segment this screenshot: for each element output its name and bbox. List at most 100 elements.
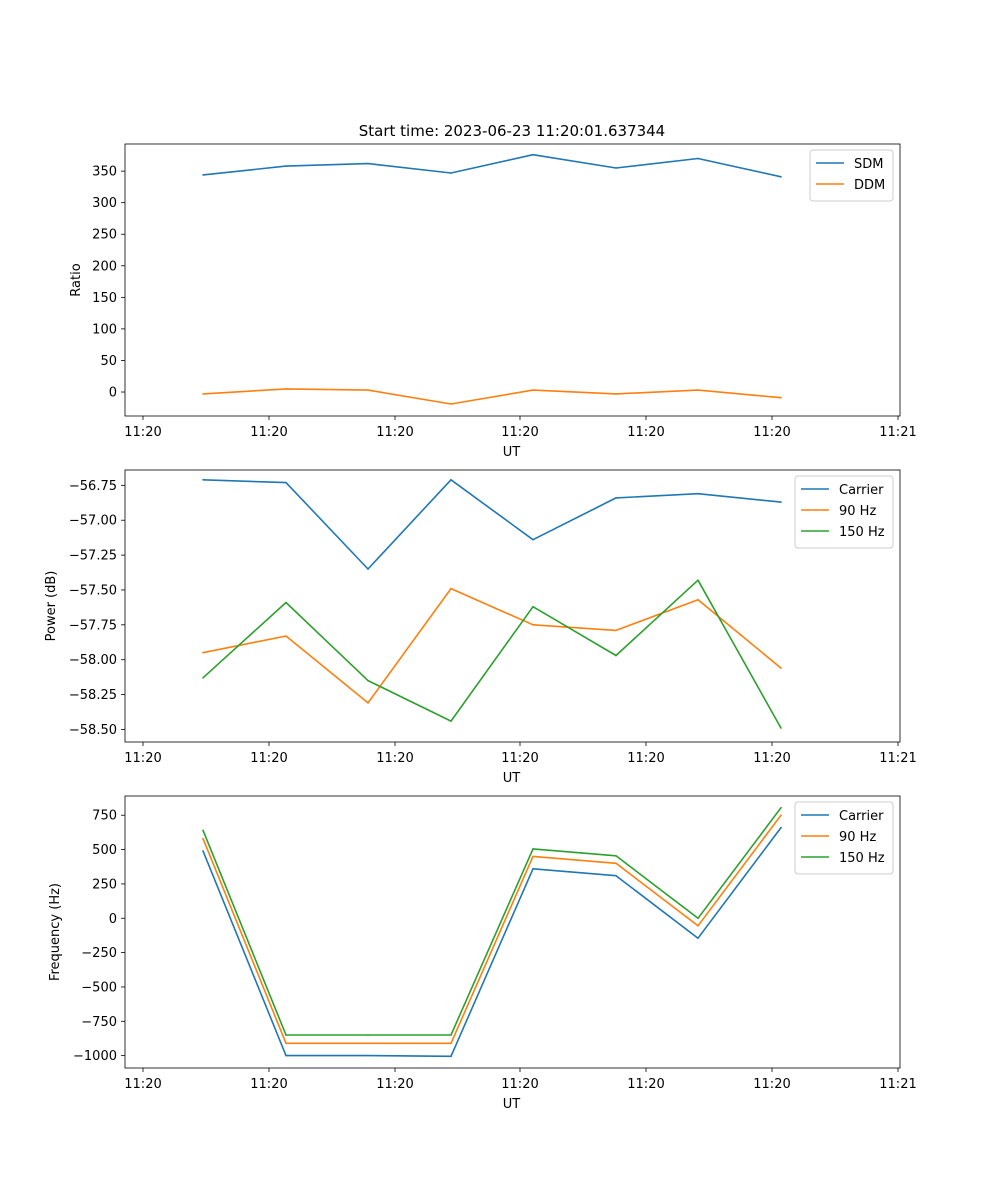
y-axis-label: Power (dB) xyxy=(44,571,59,642)
legend-label: 150 Hz xyxy=(839,525,885,540)
x-tick-label: 11:20 xyxy=(627,1077,664,1092)
series-line-carrier xyxy=(202,478,782,570)
x-tick-label: 11:20 xyxy=(124,425,161,440)
data-point xyxy=(780,396,782,399)
data-point xyxy=(697,917,699,920)
data-point xyxy=(450,172,452,174)
y-tick-label: 200 xyxy=(92,259,117,274)
data-point xyxy=(780,667,782,669)
y-tick-label: 100 xyxy=(92,322,117,337)
y-tick-label: −58.50 xyxy=(69,723,117,738)
data-point xyxy=(202,478,204,481)
data-point xyxy=(202,174,204,176)
series-line-150-hz xyxy=(202,807,782,1036)
x-tick-label: 11:20 xyxy=(250,751,287,766)
x-tick-label: 11:20 xyxy=(753,425,790,440)
y-tick-label: 350 xyxy=(92,165,117,180)
data-point xyxy=(780,727,782,729)
x-tick-label: 11:20 xyxy=(501,425,538,440)
x-axis-label: UT xyxy=(503,1097,521,1112)
data-point xyxy=(615,654,617,657)
y-tick-label: −57.25 xyxy=(69,549,117,564)
y-tick-label: −58.25 xyxy=(69,688,117,703)
data-point xyxy=(615,393,617,395)
y-tick-label: −57.75 xyxy=(69,618,117,633)
series-line-sdm xyxy=(202,153,782,178)
data-point xyxy=(532,624,534,626)
data-point xyxy=(202,393,204,395)
data-point xyxy=(367,1054,369,1057)
data-point xyxy=(697,157,699,160)
y-tick-label: 50 xyxy=(100,354,117,369)
data-point xyxy=(697,925,699,927)
data-point xyxy=(367,679,369,682)
data-point xyxy=(697,937,699,939)
data-point xyxy=(367,1042,369,1045)
y-tick-label: 300 xyxy=(92,196,117,211)
legend-label: 150 Hz xyxy=(839,851,885,866)
data-point xyxy=(285,601,287,604)
data-point xyxy=(615,862,617,865)
data-point xyxy=(615,167,617,169)
data-point xyxy=(450,1055,452,1058)
data-point xyxy=(202,829,204,832)
y-tick-label: 500 xyxy=(92,843,117,858)
data-point xyxy=(202,850,204,852)
legend: Carrier 90 Hz 150 Hz xyxy=(794,475,894,549)
figure-title: Start time: 2023-06-23 11:20:01.637344 xyxy=(359,122,665,140)
data-point xyxy=(450,720,452,722)
x-tick-label: 11:21 xyxy=(879,425,916,440)
x-tick-label: 11:21 xyxy=(879,751,916,766)
y-tick-label: −250 xyxy=(81,946,117,961)
x-tick-label: 11:20 xyxy=(376,1077,413,1092)
data-point xyxy=(285,1054,287,1057)
legend-label: 90 Hz xyxy=(839,504,876,519)
y-tick-label: 0 xyxy=(109,386,117,401)
panels: 11:20 11:20 11:20 11:20 11:20 11:20 11:21 0 50 10… xyxy=(44,143,917,1112)
data-point xyxy=(780,826,782,829)
data-point xyxy=(780,176,782,178)
data-point xyxy=(532,855,534,858)
legend-label: Carrier xyxy=(839,483,884,498)
y-tick-label: −56.75 xyxy=(69,479,117,494)
x-tick-label: 11:21 xyxy=(879,1077,916,1092)
x-tick-label: 11:20 xyxy=(250,1077,287,1092)
x-tick-label: 11:20 xyxy=(376,425,413,440)
y-tick-label: 150 xyxy=(92,291,117,306)
chart-panel-1: 11:20 11:20 11:20 11:20 11:20 11:20 11:21 0 50 10… xyxy=(69,143,917,460)
data-point xyxy=(697,579,699,581)
data-point xyxy=(697,492,699,495)
data-point xyxy=(450,1034,452,1036)
data-point xyxy=(202,677,204,679)
data-point xyxy=(202,837,204,840)
data-point xyxy=(532,538,534,541)
data-point xyxy=(367,162,369,165)
data-point xyxy=(285,388,287,390)
x-tick-label: 11:20 xyxy=(627,425,664,440)
x-tick-label: 11:20 xyxy=(753,1077,790,1092)
data-point xyxy=(532,605,534,608)
series-line-90-hz xyxy=(202,587,782,704)
y-tick-label: −57.00 xyxy=(69,514,117,529)
data-point xyxy=(450,403,452,405)
legend-frame xyxy=(794,801,894,875)
x-axis-label: UT xyxy=(503,771,521,786)
y-tick-label: −750 xyxy=(81,1015,117,1030)
legend: SDM DDM xyxy=(809,149,894,202)
data-point xyxy=(450,587,452,590)
data-point xyxy=(285,1034,287,1036)
data-point xyxy=(285,481,287,484)
legend-label: SDM xyxy=(854,157,883,172)
axes-frame xyxy=(124,795,901,1069)
data-point xyxy=(615,497,617,499)
data-point xyxy=(780,806,782,809)
x-tick-label: 11:20 xyxy=(124,1077,161,1092)
data-point xyxy=(202,651,204,654)
y-tick-label: −58.00 xyxy=(69,653,117,668)
data-point xyxy=(780,501,782,503)
y-axis-label: Frequency (Hz) xyxy=(48,883,63,981)
data-point xyxy=(697,598,699,601)
y-tick-label: 0 xyxy=(109,912,117,927)
data-point xyxy=(367,702,369,704)
data-point xyxy=(697,389,699,391)
